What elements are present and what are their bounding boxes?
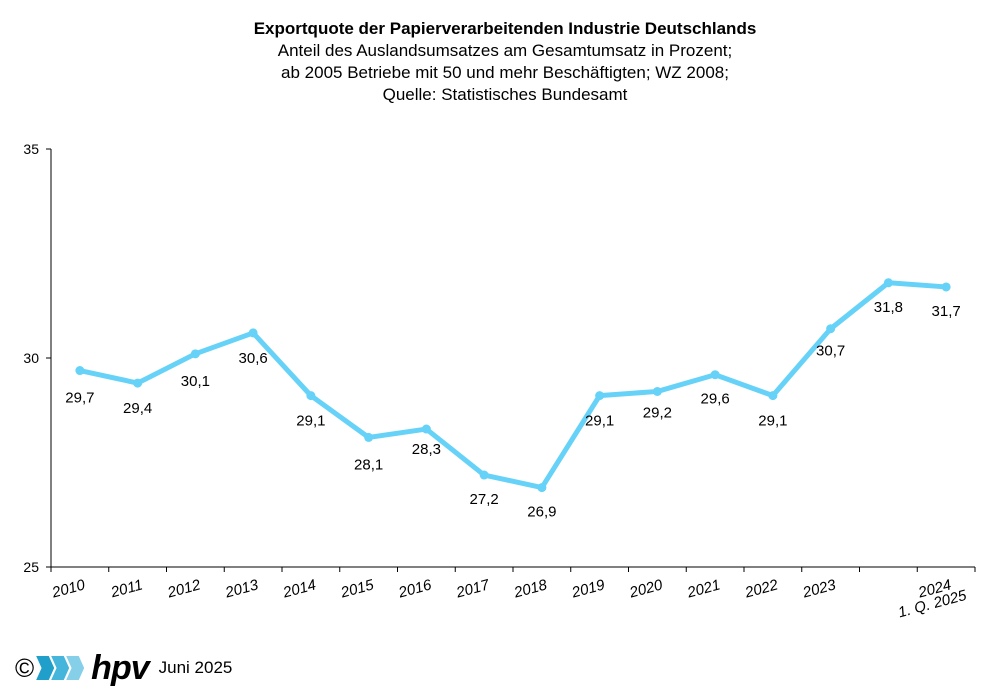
footer: © hpv Juni 2025 <box>15 649 233 687</box>
data-point <box>941 282 951 292</box>
x-tick-label: 2021 <box>685 576 723 601</box>
x-tick-label: 2014 <box>280 576 318 601</box>
data-point <box>248 328 258 338</box>
x-tick-label-group: 2021 <box>685 576 723 601</box>
data-label: 29,7 <box>65 390 94 407</box>
data-label: 29,4 <box>123 400 152 417</box>
footer-date: Juni 2025 <box>158 658 233 677</box>
data-point <box>75 366 85 376</box>
x-tick-label: 2016 <box>396 576 434 601</box>
x-tick-label-group: 2023 <box>800 576 838 601</box>
data-point <box>768 391 778 401</box>
x-tick-label-group: 2019 <box>569 576 607 601</box>
x-tick-label-group: 2010 <box>49 576 87 601</box>
data-point <box>479 470 489 480</box>
data-label: 30,1 <box>181 373 210 390</box>
x-tick-label-group: 2013 <box>223 576 261 601</box>
data-label: 27,2 <box>470 491 499 508</box>
data-point <box>710 370 720 380</box>
data-point <box>306 391 316 401</box>
chart-axes: 25 30 35 2010 2011 2012 2013 2014 2015 2016 2017 20… <box>23 141 976 621</box>
chart-marks: 29,7 29,4 30,1 30,6 29,1 28,1 28,3 27,2 26,9 29,1… <box>65 278 961 521</box>
x-tick-label-group: 2014 <box>280 576 318 601</box>
x-tick-label-group: 2012 <box>165 576 203 601</box>
data-label: 30,7 <box>816 343 845 360</box>
x-tick-label: 2010 <box>49 576 87 601</box>
data-point <box>190 349 200 359</box>
data-point <box>364 432 374 442</box>
chart-title: Exportquote der Papierverarbeitenden Ind… <box>253 19 757 38</box>
x-tick-label-group: 2022 <box>742 576 780 601</box>
data-label: 28,3 <box>412 441 441 458</box>
data-point <box>421 424 431 434</box>
chart-source: Quelle: Statistisches Bundesamt <box>382 85 628 104</box>
x-tick-label: 2011 <box>108 576 145 601</box>
x-tick-label-group: 2011 <box>108 576 145 601</box>
chart-titles: Exportquote der Papierverarbeitenden Ind… <box>0 18 982 106</box>
x-tick-label: 2020 <box>627 576 665 601</box>
x-tick-label: 2022 <box>742 576 780 601</box>
hpv-logo-text: hpv <box>91 649 149 687</box>
x-tick-label-group: 2018 <box>511 576 549 601</box>
chart-subtitle-2: ab 2005 Betriebe mit 50 und mehr Beschäf… <box>281 63 729 82</box>
data-label: 26,9 <box>527 504 556 521</box>
hpv-logo-icon <box>36 656 85 680</box>
x-tick-label: 2019 <box>569 576 607 601</box>
x-tick-label-group: 2015 <box>338 576 376 601</box>
x-tick-label: 2023 <box>800 576 838 601</box>
x-tick-label: 2018 <box>511 576 549 601</box>
data-label: 29,2 <box>643 404 672 421</box>
data-label: 28,1 <box>354 456 383 473</box>
y-tick-label: 30 <box>23 350 39 366</box>
x-tick-label: 2012 <box>165 576 203 601</box>
data-label: 31,8 <box>874 299 903 316</box>
y-tick-label: 35 <box>23 141 39 157</box>
data-label: 31,7 <box>932 303 961 320</box>
data-point <box>537 483 547 493</box>
chart-subtitle-1: Anteil des Auslandsumsatzes am Gesamtums… <box>277 41 733 60</box>
y-tick-label: 25 <box>23 559 39 575</box>
x-tick-label-group: 2017 <box>454 576 492 601</box>
copyright-symbol: © <box>15 653 35 683</box>
data-point <box>133 378 143 388</box>
data-point <box>826 324 836 334</box>
data-label: 29,1 <box>296 413 325 430</box>
x-tick-label: 2013 <box>223 576 261 601</box>
data-point <box>652 386 662 396</box>
x-tick-label-group: 2016 <box>396 576 434 601</box>
series-line <box>77 280 949 491</box>
x-tick-label-group: 2020 <box>627 576 665 601</box>
data-label: 29,1 <box>585 413 614 430</box>
data-label: 30,6 <box>239 350 268 367</box>
data-point <box>883 278 893 288</box>
data-label: 29,1 <box>758 413 787 430</box>
data-point <box>595 391 605 401</box>
data-label: 29,6 <box>701 391 730 408</box>
x-tick-label: 2015 <box>338 576 376 601</box>
x-tick-label: 2017 <box>454 576 492 601</box>
